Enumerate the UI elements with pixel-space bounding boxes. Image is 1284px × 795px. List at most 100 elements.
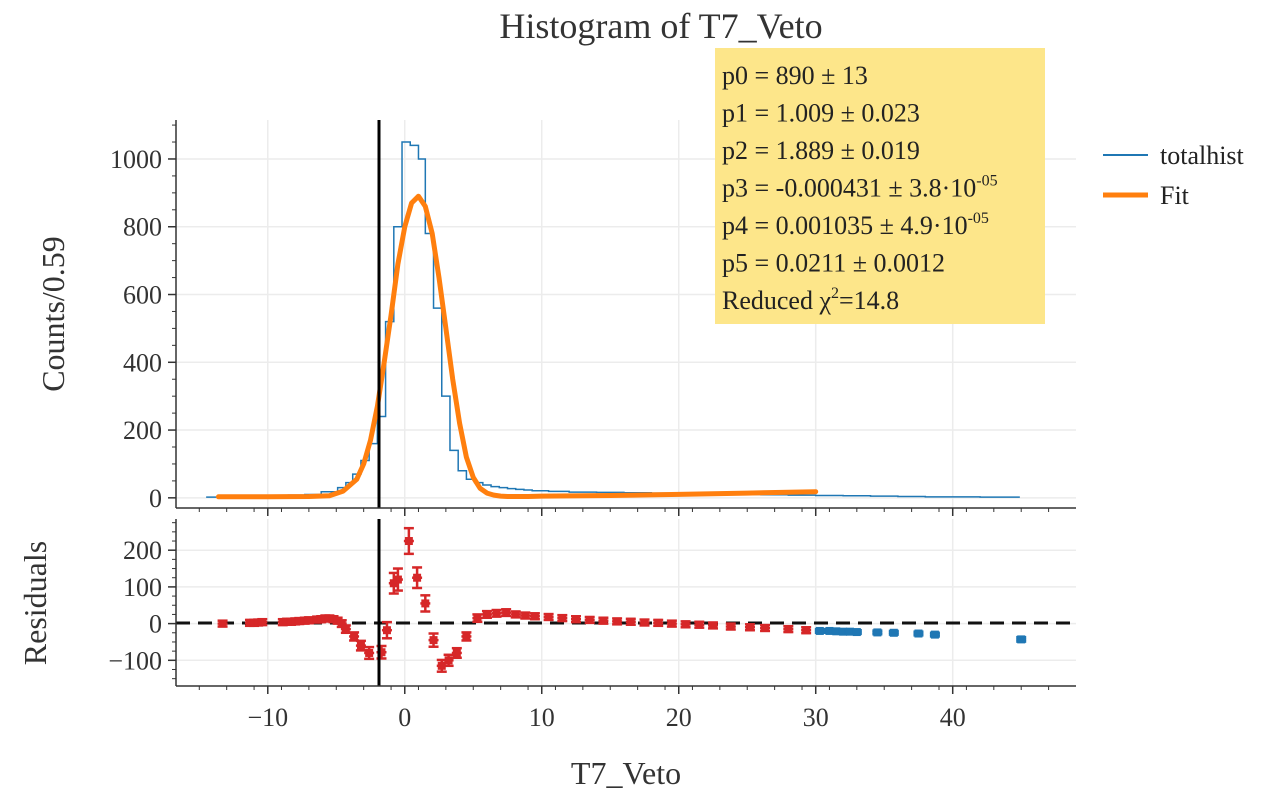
residual-marker (815, 626, 824, 635)
fit-parameter-line: Reduced χ2=14.8 (722, 285, 899, 315)
residual-point (598, 616, 609, 625)
legend: totalhist Fit (1103, 141, 1245, 210)
residual-marker (1017, 635, 1026, 644)
residual-marker (558, 614, 567, 623)
fit-parameter-superscript: 2 (831, 285, 839, 302)
main-y-tick-label: 200 (123, 416, 162, 445)
residual-point (872, 628, 883, 637)
residual-series-layer (217, 526, 1027, 673)
residual-point (571, 615, 581, 624)
residual-marker (444, 656, 453, 665)
residual-marker (832, 627, 841, 636)
residual-marker (421, 599, 430, 608)
fit-parameter-line: p4 = 0.001035 ± 4.9·10-05 (722, 210, 989, 240)
res-x-tick-label: −10 (247, 703, 288, 732)
residual-marker (341, 625, 350, 634)
residual-marker (218, 619, 227, 628)
residual-marker (544, 612, 553, 621)
residual-marker (492, 609, 501, 618)
fit-parameter-text: p1 = 1.009 ± 0.023 (722, 99, 920, 128)
residual-marker (356, 641, 365, 650)
residual-point (1016, 635, 1027, 644)
fit-parameters-box: p0 = 890 ± 13 p1 = 1.009 ± 0.023 p2 = 1.88… (715, 48, 1045, 324)
residual-point (744, 623, 755, 632)
fit-parameters-background (715, 48, 1045, 324)
residual-marker (839, 627, 848, 636)
residual-point (760, 623, 771, 633)
residual-point (364, 645, 375, 661)
residual-point (814, 626, 825, 635)
residual-marker (802, 626, 811, 635)
residual-marker (530, 612, 539, 621)
res-x-tick-label: 20 (666, 703, 692, 732)
residual-point (557, 613, 568, 623)
residual-point (851, 628, 862, 637)
residual-point (443, 653, 454, 668)
residual-marker (667, 619, 676, 628)
residual-marker (708, 621, 717, 630)
residual-marker (304, 616, 313, 625)
residual-point (584, 615, 595, 625)
fit-parameter-superscript: -05 (968, 210, 989, 227)
res-y-tick-label: −100 (108, 646, 162, 675)
residual-point (491, 608, 502, 618)
residual-marker (377, 648, 386, 657)
fit-parameter-text: p5 = 0.0211 ± 0.0012 (722, 249, 945, 278)
residual-marker (429, 636, 438, 645)
res-x-tick-label: 40 (940, 703, 966, 732)
main-series-layer (206, 141, 1020, 500)
fit-parameter-tail: =14.8 (839, 286, 899, 315)
residual-marker (382, 626, 391, 635)
residual-point (257, 617, 268, 627)
residual-point (666, 619, 677, 628)
main-y-tick-label: 600 (123, 281, 162, 310)
residual-point (355, 639, 366, 652)
residual-point (520, 611, 531, 620)
residual-point (412, 566, 423, 590)
res-x-tick-label: 0 (398, 703, 411, 732)
chart-title: Histogram of T7_Veto (499, 6, 822, 46)
residual-marker (613, 617, 622, 626)
res-x-tick-label: 10 (529, 703, 555, 732)
residual-point (639, 618, 650, 627)
residual-point (451, 646, 462, 659)
fit-parameter-text: p0 = 890 ± 13 (722, 61, 868, 90)
residual-marker (914, 629, 923, 638)
residual-point (392, 567, 403, 592)
residual-marker (585, 615, 594, 624)
residual-point (501, 608, 512, 618)
residual-point (529, 612, 540, 621)
residual-marker (784, 625, 793, 634)
residual-marker (825, 626, 834, 635)
residual-point (381, 620, 392, 640)
residual-marker (482, 610, 491, 619)
residual-point (625, 617, 636, 626)
res-x-tick-label: 30 (803, 703, 829, 732)
main-y-tick-label: 0 (149, 484, 162, 513)
residual-point (888, 628, 899, 637)
residual-point (725, 622, 736, 631)
res-y-tick-label: 200 (123, 536, 162, 565)
residual-marker (726, 622, 735, 631)
residual-ylabel: Residuals (17, 541, 53, 665)
residual-point (420, 594, 431, 613)
fit-parameter-text: p3 = -0.000431 ± 3.8·10 (722, 174, 976, 203)
residual-marker (258, 618, 267, 627)
residual-marker (695, 620, 704, 629)
main-y-tick-label: 1000 (110, 145, 162, 174)
residual-marker (393, 575, 402, 584)
residual-point (694, 620, 705, 629)
residual-marker (295, 617, 304, 626)
residual-marker (889, 628, 898, 637)
fit-parameter-line: p3 = -0.000431 ± 3.8·10-05 (722, 173, 998, 203)
residual-marker (599, 616, 608, 625)
residual-marker (852, 628, 861, 637)
residual-marker (404, 537, 413, 546)
residual-marker (329, 615, 338, 624)
residual-point (217, 619, 228, 628)
residual-point (680, 620, 691, 629)
fit-parameter-text: Reduced χ (722, 286, 831, 315)
legend-label-fit: Fit (1160, 181, 1190, 210)
residual-marker (845, 627, 854, 636)
residual-point (783, 624, 794, 634)
